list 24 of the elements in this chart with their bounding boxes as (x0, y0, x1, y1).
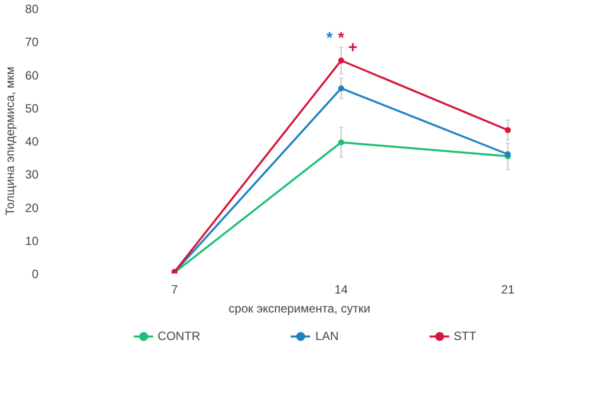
x-tick-label: 21 (501, 282, 515, 296)
y-tick-label: 40 (25, 134, 39, 148)
y-tick-label: 30 (25, 168, 39, 182)
y-tick-label: 80 (25, 2, 39, 16)
y-axis-title: Толщина эпидермиса, мкм (3, 66, 18, 216)
legend-label: CONTR (158, 329, 200, 343)
y-tick-label: 50 (25, 101, 39, 116)
y-tick-label: 60 (25, 68, 39, 82)
y-tick-label: 10 (25, 234, 39, 248)
x-tick-label: 7 (171, 282, 178, 296)
point (504, 127, 511, 134)
x-tick-label: 14 (334, 282, 348, 296)
legend-label: LAN (315, 329, 339, 343)
legend-label: STT (454, 329, 476, 343)
y-tick-label: 20 (25, 200, 39, 215)
annotation: * (326, 30, 334, 47)
x-axis-title: срок эксперимента, сутки (228, 302, 370, 316)
point (338, 85, 344, 92)
annotation: * (338, 30, 346, 47)
point (338, 58, 344, 64)
y-tick-label: 70 (25, 35, 39, 50)
annotation: + (348, 40, 358, 56)
point (338, 139, 344, 146)
y-tick-label: 0 (32, 267, 39, 281)
